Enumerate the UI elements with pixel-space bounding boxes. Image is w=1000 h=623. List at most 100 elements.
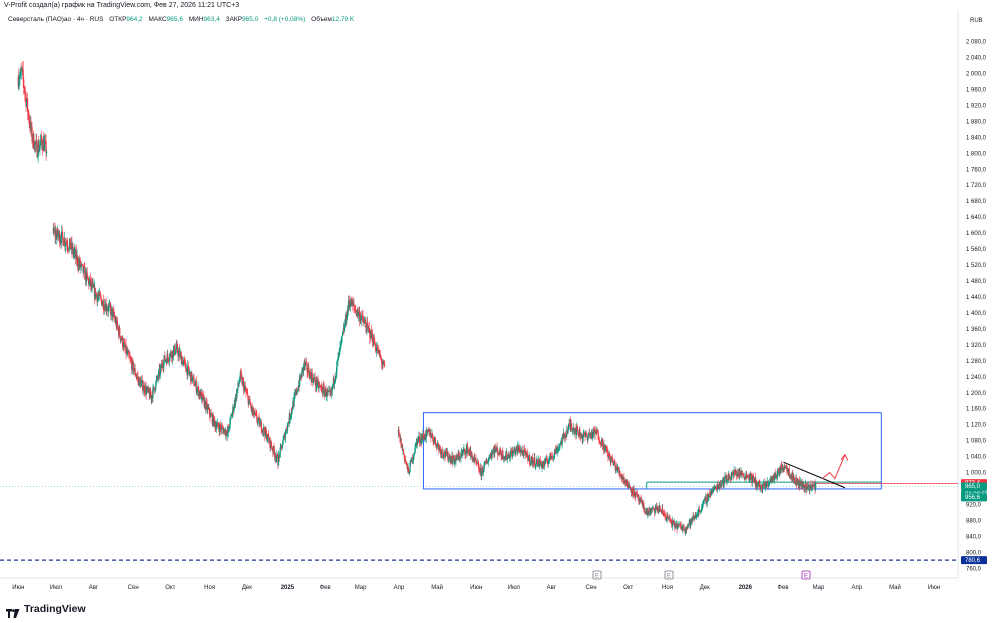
time-axis[interactable]: Июн Июл Авг Сен Окт Ноя Дек 2025 Фев Мар Апр Май Июн… — [12, 584, 940, 591]
candle-body — [448, 456, 450, 459]
candle-body — [366, 322, 369, 326]
candle-body — [483, 464, 485, 472]
candle-body — [243, 387, 245, 392]
candle-body — [176, 344, 179, 353]
candle-body — [586, 433, 588, 437]
candle-body — [196, 388, 199, 391]
price-tick-label: 1 560,0 — [966, 247, 987, 253]
candle-body — [483, 462, 486, 465]
candle-body — [810, 484, 812, 491]
candle-body — [247, 395, 249, 405]
time-tick-label: Май — [889, 584, 901, 591]
candle-body — [767, 481, 769, 487]
candle-body — [629, 486, 631, 489]
candle-body — [148, 388, 150, 393]
candle-body — [807, 485, 809, 487]
candle-body — [183, 359, 185, 362]
price-tick-label: 1 120,0 — [966, 423, 987, 429]
candle-body — [416, 438, 418, 446]
candle-body — [113, 311, 115, 318]
candle-body — [379, 354, 382, 358]
candle-body — [551, 456, 553, 459]
candle-body — [333, 377, 335, 385]
candle-body — [683, 525, 685, 531]
price-tick-label: 760,0 — [966, 566, 982, 572]
candle-body — [405, 462, 407, 464]
candle-body — [210, 413, 212, 415]
candle-body — [119, 328, 121, 336]
candle-body — [130, 360, 132, 362]
drawings-layer[interactable] — [0, 412, 958, 561]
candle-body — [110, 307, 112, 316]
candle-body — [383, 361, 385, 364]
candle-body — [460, 453, 462, 458]
candle-body — [776, 471, 779, 478]
candle-body — [441, 449, 443, 454]
candle-body — [341, 336, 343, 340]
candle-body — [614, 460, 616, 466]
candle-body — [211, 414, 213, 416]
candle-body — [637, 493, 639, 496]
candle-body — [336, 361, 338, 372]
price-tick-label: 1 360,0 — [966, 327, 987, 333]
candle-body — [85, 271, 88, 282]
candle-body — [466, 444, 468, 453]
candle-body — [619, 475, 622, 476]
candle-body — [33, 133, 35, 149]
price-tick-label: 2 000,0 — [966, 72, 987, 78]
candle-body — [717, 484, 719, 486]
candle-body — [436, 444, 438, 449]
candle-body — [64, 244, 67, 246]
candle-body — [427, 429, 430, 431]
candle-body — [414, 452, 416, 455]
candle-body — [693, 516, 695, 518]
price-tick-label: 1 480,0 — [966, 279, 987, 285]
candle-body — [273, 446, 275, 452]
candle-body — [184, 361, 187, 368]
candle-body — [256, 414, 258, 421]
candle-body — [558, 447, 560, 449]
candle-body — [527, 457, 530, 462]
candle-body — [303, 364, 305, 372]
candle-body — [682, 526, 684, 531]
candle-body — [180, 353, 182, 355]
candle-body — [123, 342, 125, 344]
candle-body — [559, 443, 562, 445]
candle-body — [325, 388, 327, 397]
price-axis[interactable]: 2 080,0 2 040,0 2 000,0 1 960,0 1 920,0 1 880… — [966, 40, 987, 573]
candle-body — [332, 385, 334, 387]
candle-body — [634, 495, 636, 497]
candle-body — [462, 451, 464, 454]
candle-body — [706, 502, 708, 504]
candle-body — [263, 427, 265, 432]
candle-body — [325, 396, 328, 397]
candle-body — [455, 458, 457, 462]
candle-body — [277, 455, 280, 466]
candle-body — [607, 452, 609, 458]
candle-body — [64, 238, 66, 246]
candle-body — [67, 248, 69, 250]
candle-body — [63, 245, 65, 246]
candle-body — [692, 516, 694, 521]
candle-body — [359, 312, 361, 322]
candle-body — [503, 456, 506, 460]
time-tick-label: Июл — [50, 585, 63, 591]
last-price-tag-bg — [961, 482, 987, 491]
candle-body — [129, 358, 132, 361]
candle-body — [740, 470, 743, 476]
currency-label: RUB — [970, 18, 983, 24]
candle-body — [157, 378, 159, 379]
price-chart[interactable]: RUB 2 080,0 2 040,0 2 000,0 1 960,0 1 920,0 1… — [0, 0, 1000, 600]
candle-body — [453, 455, 455, 461]
candle-body — [657, 508, 659, 512]
candle-body — [606, 450, 608, 453]
candle-body — [548, 459, 550, 462]
tradingview-logo[interactable]: TradingView — [6, 603, 86, 618]
candle-body — [598, 439, 601, 443]
candle-body — [431, 434, 434, 438]
candle-body — [246, 392, 248, 394]
candle-body — [535, 460, 538, 465]
earnings-badge — [664, 570, 674, 580]
candle-body — [320, 386, 322, 387]
